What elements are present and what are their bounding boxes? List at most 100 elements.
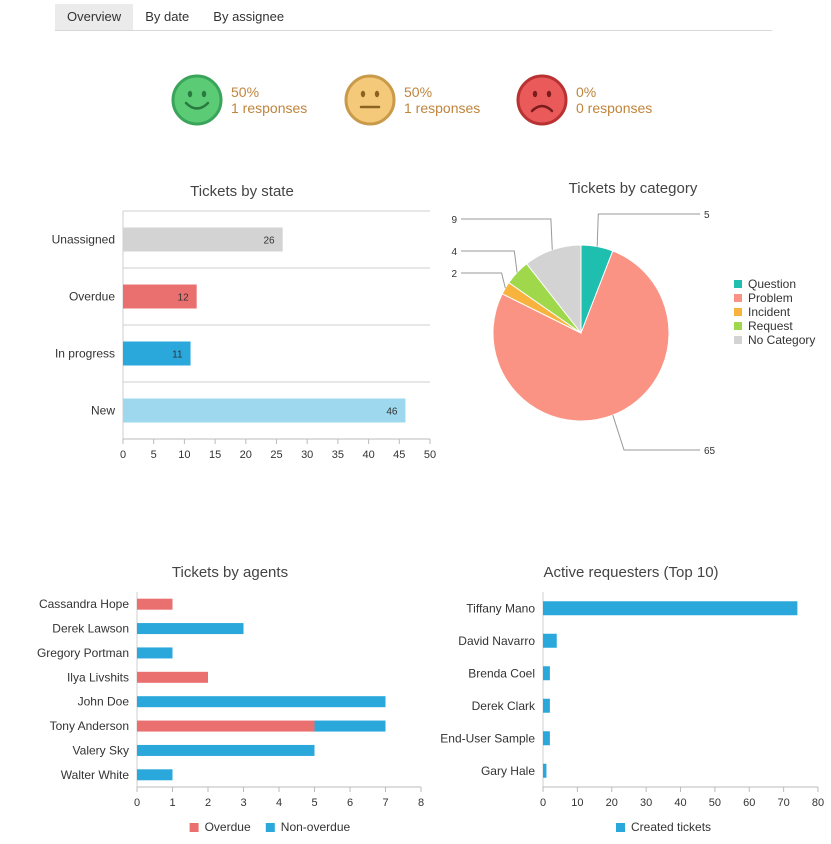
legend-overdue: Overdue	[205, 820, 251, 834]
legend-swatch	[734, 294, 742, 302]
bar-brenda-coel	[543, 666, 550, 681]
tab-bar: Overview By date By assignee	[55, 4, 772, 31]
chart-title-agents: Tickets by agents	[171, 564, 289, 581]
tab-by-date[interactable]: By date	[145, 9, 190, 24]
x-tick-label: 45	[393, 449, 405, 461]
legend-no-category: No Category	[748, 333, 815, 347]
happy-face-icon	[171, 74, 223, 126]
category-label: Walter White	[61, 768, 130, 782]
category-label: Derek Lawson	[52, 622, 129, 636]
legend-incident: Incident	[748, 305, 791, 319]
data-label: 46	[386, 407, 398, 418]
x-tick-label: 7	[382, 797, 388, 809]
legend-non-overdue: Non-overdue	[281, 820, 351, 834]
satisfaction-responses: 1 responses	[404, 100, 481, 116]
pie-value-label: 65	[704, 446, 716, 457]
chart-title-category: Tickets by category	[568, 180, 698, 197]
x-tick-label: 10	[178, 449, 190, 461]
bar-unassigned	[123, 227, 283, 252]
legend-swatch	[734, 322, 742, 330]
category-label: Gary Hale	[481, 764, 535, 778]
bar-derek-lawson	[137, 623, 244, 635]
pie-value-label: 5	[704, 210, 710, 221]
satisfaction-negative: 0% 0 responses	[516, 74, 652, 126]
legend-swatch	[265, 823, 275, 832]
bar-gary-hale	[543, 763, 547, 778]
category-label: Ilya Livshits	[67, 670, 129, 684]
category-label: Brenda Coel	[468, 666, 535, 680]
bar-cassandra-hope	[137, 598, 173, 610]
x-tick-label: 0	[134, 797, 140, 809]
x-tick-label: 50	[424, 449, 436, 461]
legend-swatch	[734, 280, 742, 288]
category-label: Derek Clark	[472, 699, 536, 713]
legend-swatch	[734, 336, 742, 344]
bar-tony-anderson	[137, 720, 315, 732]
legend-request: Request	[748, 319, 793, 333]
bar-end-user-sample	[543, 731, 550, 746]
neutral-face-icon	[344, 74, 396, 126]
pie-value-label: 9	[451, 215, 457, 226]
x-tick-label: 6	[347, 797, 353, 809]
x-tick-label: 35	[332, 449, 344, 461]
x-tick-label: 10	[571, 797, 583, 809]
x-tick-label: 5	[311, 797, 317, 809]
category-label: End-User Sample	[440, 731, 535, 745]
category-label: Tony Anderson	[50, 719, 129, 733]
x-tick-label: 1	[169, 797, 175, 809]
category-label: Tiffany Mano	[466, 601, 535, 615]
category-label: Unassigned	[52, 233, 115, 247]
bar-valery-sky	[137, 744, 315, 756]
legend-problem: Problem	[748, 291, 793, 305]
pie-leader-line	[596, 213, 700, 247]
category-label: Cassandra Hope	[39, 597, 129, 611]
x-tick-label: 60	[743, 797, 755, 809]
bar-overdue	[123, 284, 197, 309]
satisfaction-percent: 50%	[231, 84, 260, 100]
chart-title-state: Tickets by state	[190, 183, 294, 200]
pie-value-label: 2	[451, 269, 457, 280]
x-tick-label: 2	[205, 797, 211, 809]
data-label: 12	[178, 293, 190, 304]
bar-david-navarro	[543, 633, 557, 648]
legend-created-tickets: Created tickets	[631, 820, 711, 834]
x-tick-label: 15	[209, 449, 221, 461]
bar-tony-anderson	[314, 720, 386, 732]
pie-leader-line	[612, 414, 700, 451]
satisfaction-neutral: 50% 1 responses	[344, 74, 480, 126]
x-tick-label: 40	[362, 449, 374, 461]
category-label: In progress	[55, 347, 115, 361]
category-label: New	[91, 404, 115, 418]
x-tick-label: 0	[540, 797, 546, 809]
pie-leader-line	[461, 272, 506, 289]
satisfaction-percent: 0%	[576, 84, 597, 100]
bar-in-progress	[123, 341, 191, 366]
satisfaction-responses: 1 responses	[231, 100, 308, 116]
bar-derek-clark	[543, 698, 550, 713]
bar-walter-white	[137, 769, 173, 781]
bar-john-doe	[137, 696, 386, 708]
bar-gregory-portman	[137, 647, 173, 659]
category-label: David Navarro	[458, 634, 535, 648]
legend-question: Question	[748, 277, 796, 291]
sad-face-icon	[516, 74, 568, 126]
x-tick-label: 20	[606, 797, 618, 809]
category-label: Gregory Portman	[37, 646, 129, 660]
pie-value-label: 4	[451, 247, 457, 258]
x-tick-label: 5	[151, 449, 157, 461]
x-tick-label: 8	[418, 797, 424, 809]
chart-title-requesters: Active requesters (Top 10)	[543, 564, 719, 581]
x-tick-label: 30	[640, 797, 652, 809]
satisfaction-responses: 0 responses	[576, 100, 653, 116]
satisfaction-percent: 50%	[404, 84, 433, 100]
category-label: Overdue	[69, 290, 115, 304]
data-label: 26	[264, 236, 276, 247]
tab-by-assignee[interactable]: By assignee	[213, 9, 285, 24]
x-tick-label: 80	[812, 797, 824, 809]
bar-ilya-livshits	[137, 671, 208, 683]
tab-overview[interactable]: Overview	[55, 4, 134, 30]
